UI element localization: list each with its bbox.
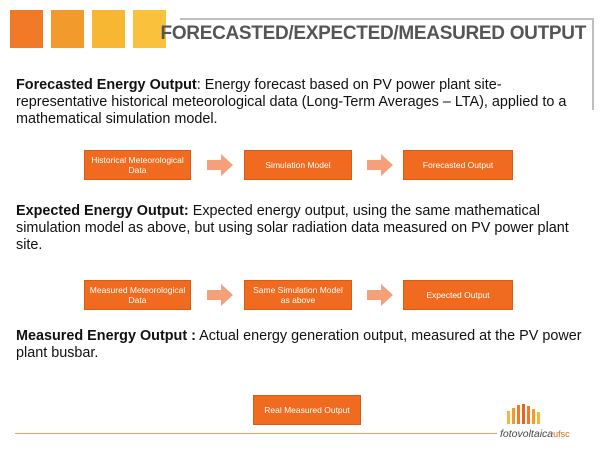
expected-text: Expected energy output, using the same m… — [16, 203, 569, 253]
logo-suffix: ufsc — [553, 429, 570, 439]
decor-square-4 — [133, 10, 166, 48]
expected-paragraph: Expected Energy Output: Expected energy … — [16, 203, 591, 254]
decor-square-2 — [51, 10, 84, 48]
forecasted-heading: Forecasted Energy Output — [16, 77, 197, 93]
decor-square-1 — [10, 10, 43, 48]
title-frame-right — [592, 18, 594, 110]
slide-title: FORECASTED/EXPECTED/MEASURED OUTPUT — [160, 23, 587, 44]
flow-arrow-icon — [207, 284, 233, 306]
footer-divider — [15, 433, 497, 434]
title-frame-top — [180, 18, 594, 20]
logo-text: fotovoltaicaufsc — [500, 428, 570, 440]
fotovoltaica-logo: fotovoltaicaufsc — [500, 404, 592, 444]
forecasted-separator: : — [196, 77, 205, 93]
decor-square-3 — [92, 10, 125, 48]
flow-arrow-icon — [207, 154, 233, 176]
measured-heading: Measured Energy Output : — [16, 328, 196, 344]
expected-heading: Expected Energy Output: — [16, 203, 189, 219]
forecasted-paragraph: Forecasted Energy Output: Energy forecas… — [16, 77, 591, 128]
flow-arrow-icon — [367, 284, 393, 306]
flow-box-historical-data: Historical Meteorological Data — [84, 150, 191, 180]
flow-arrow-icon — [367, 154, 393, 176]
measured-text: Actual energy generation output, measure… — [16, 328, 582, 361]
flow-box-measured-data: Measured Meteorological Data — [84, 280, 191, 310]
flow-box-same-simulation-model: Same Simulation Model as above — [244, 280, 352, 310]
forecasted-text: Energy forecast based on PV power plant … — [16, 77, 567, 127]
flow-box-expected-output: Expected Output — [403, 280, 513, 310]
flow-box-simulation-model: Simulation Model — [244, 150, 352, 180]
logo-main: fotovoltaica — [500, 428, 554, 440]
flow-box-real-measured-output: Real Measured Output — [253, 395, 361, 425]
flow-box-forecasted-output: Forecasted Output — [403, 150, 513, 180]
measured-paragraph: Measured Energy Output : Actual energy g… — [16, 328, 591, 362]
